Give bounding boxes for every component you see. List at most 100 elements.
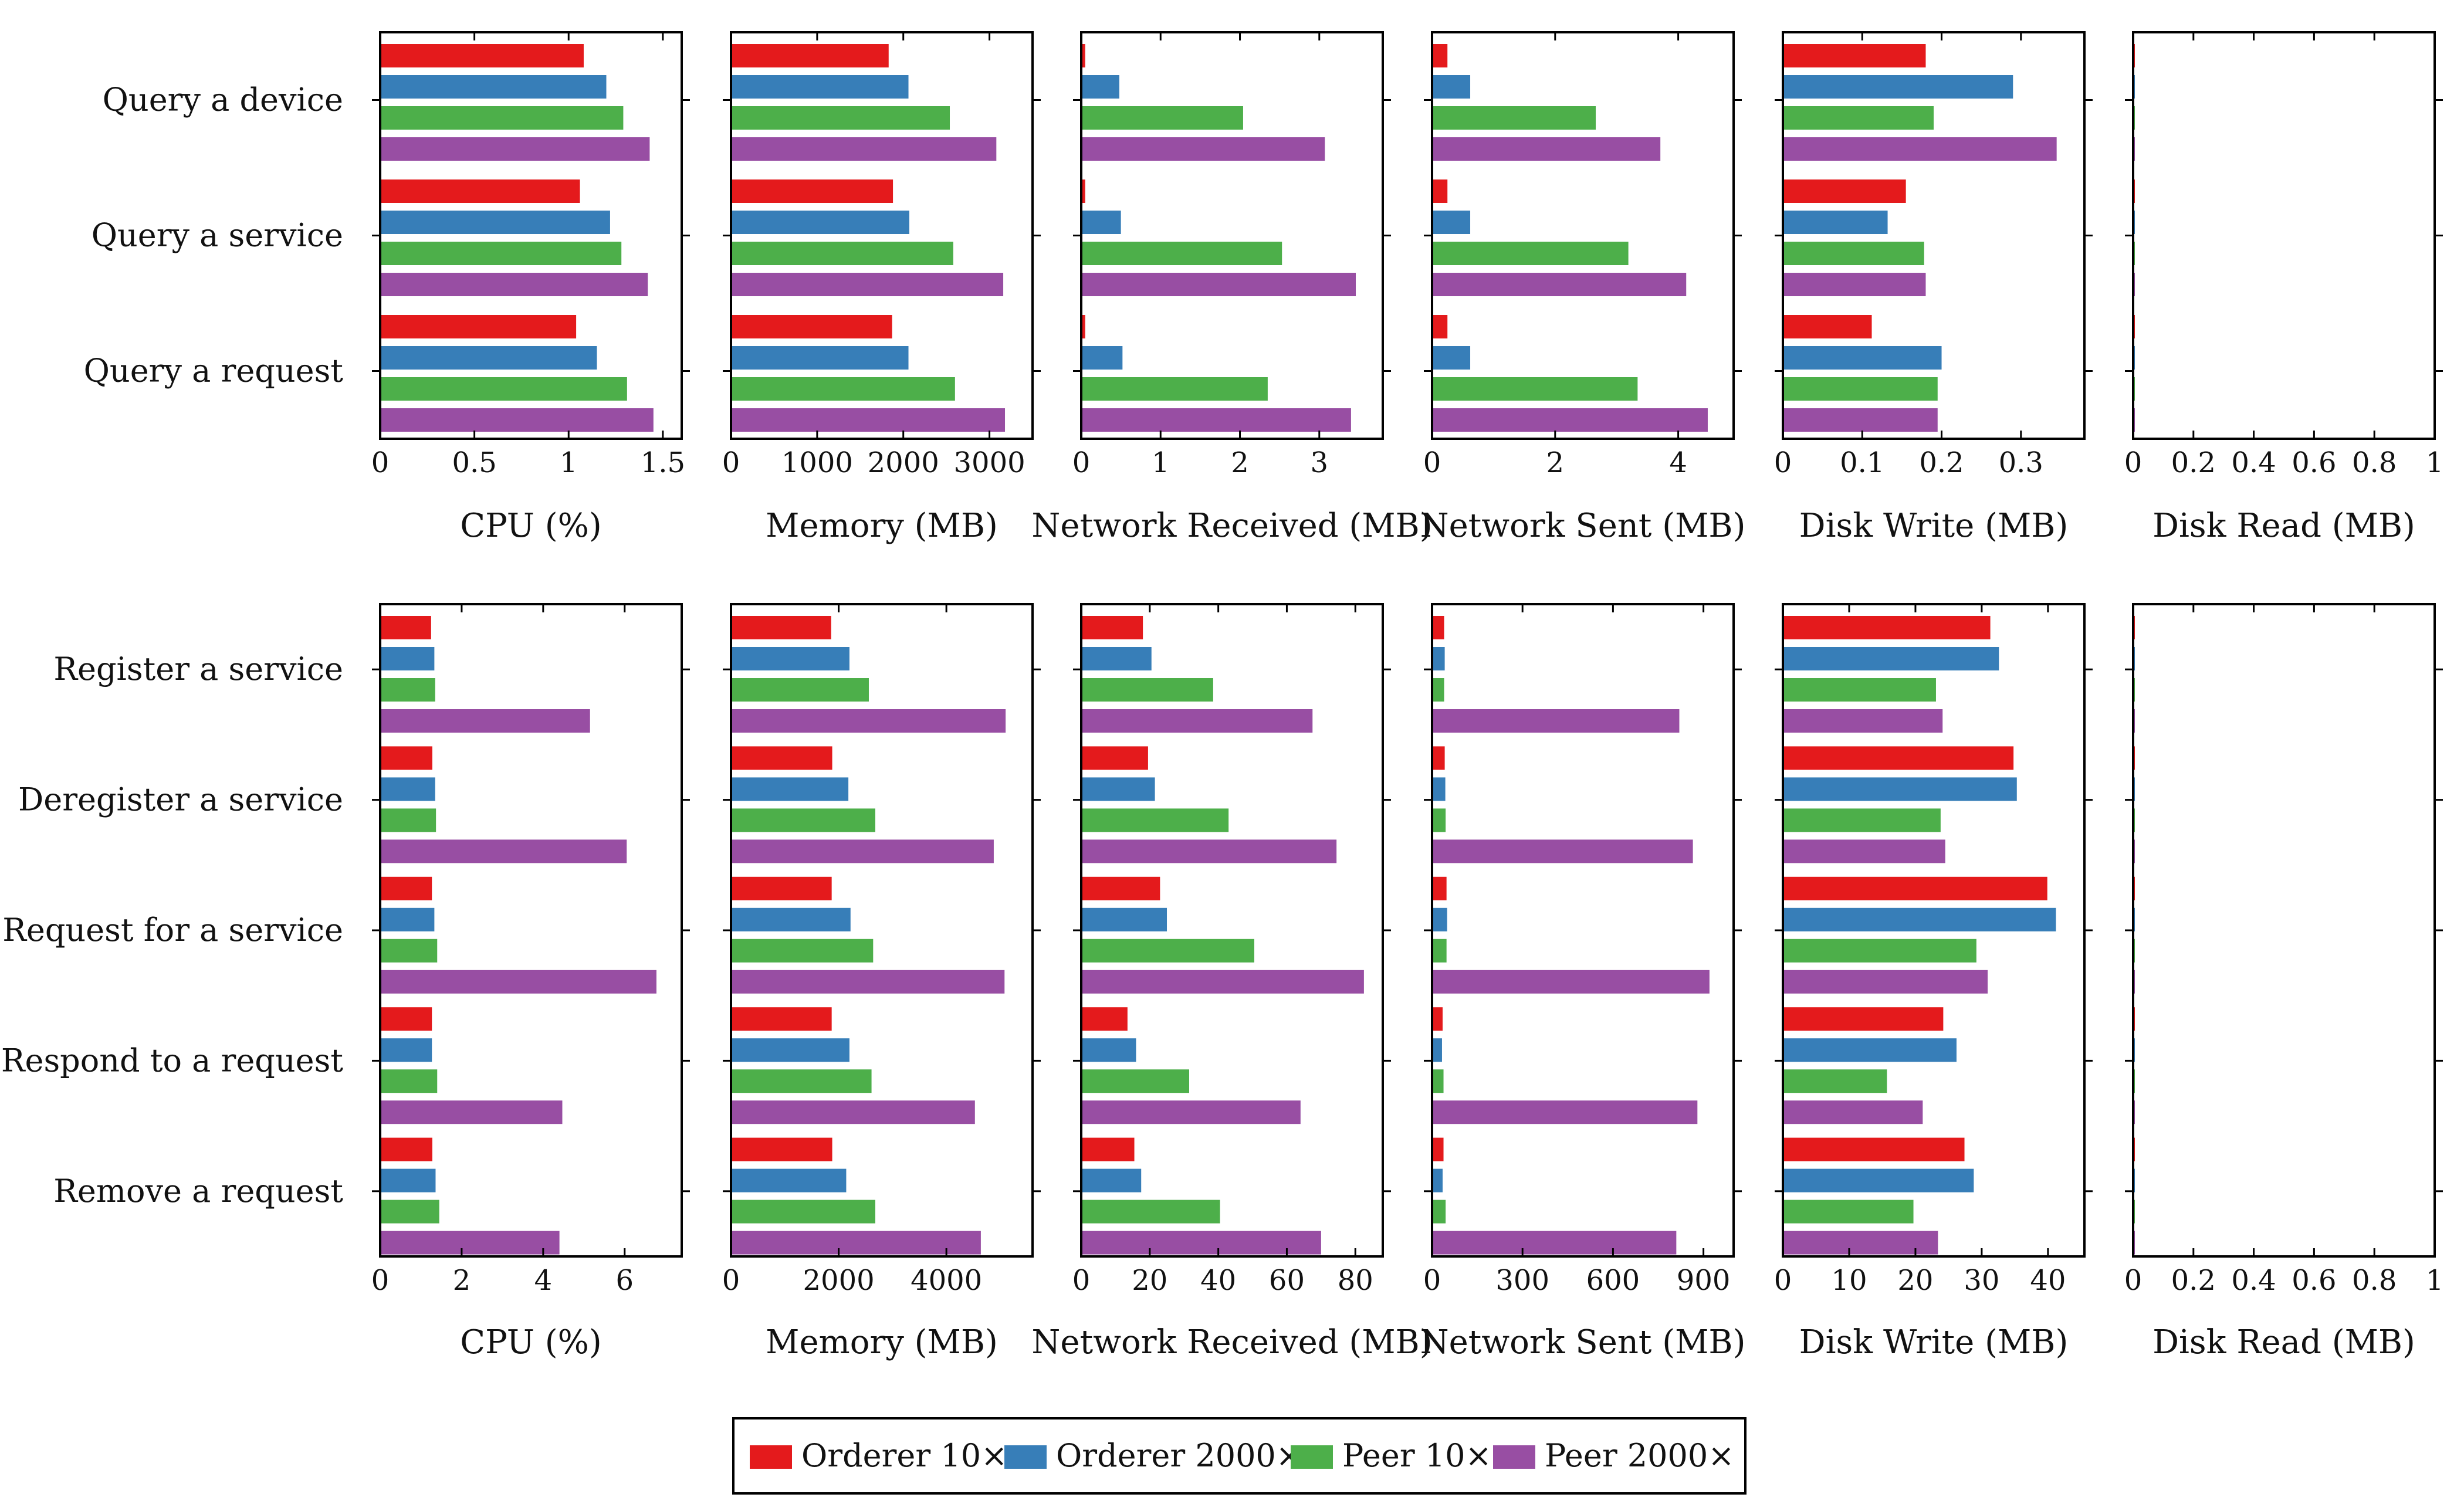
chart2-cpu-bar-request-for-a-service-peer-2000x (380, 970, 656, 994)
chart1-disk-write-mb-tick-label: 0.3 (1999, 446, 2043, 479)
chart1-cpu-tick-label: 1 (560, 446, 578, 479)
chart2-cpu-bar-deregister-a-service-peer-10x (380, 808, 436, 832)
chart1-network-received-mb-bar-query-a-device-peer-2000x (1081, 137, 1325, 161)
chart2-disk-write-mb-bar-respond-to-a-request-orderer-2000x (1783, 1038, 1957, 1062)
chart2-network-received-mb-bar-register-a-service-peer-10x (1081, 678, 1213, 702)
chart1-memory-mb-bar-query-a-device-orderer-10x (731, 44, 889, 67)
chart2-cpu-frame (379, 603, 683, 1258)
legend-label-peer-2000x: Peer 2000× (1545, 1437, 1734, 1474)
chart1-memory-mb-bar-query-a-service-orderer-10x (731, 179, 893, 203)
chart1-network-received-mb-tick-label: 0 (1072, 446, 1091, 479)
chart2-cpu-bar-remove-a-request-peer-10x (380, 1200, 439, 1224)
chart1-cpu-bar-query-a-request-peer-10x (380, 377, 627, 401)
chart2-memory-mb-bar-deregister-a-service-orderer-2000x (731, 777, 849, 801)
chart1-cpu-bar-query-a-device-orderer-2000x (380, 75, 607, 99)
chart2-cpu-bar-respond-to-a-request-orderer-2000x (380, 1038, 432, 1062)
chart2-network-received-mb-frame (1080, 603, 1384, 1258)
chart1-disk-read-mb-tick-label: 0.8 (2352, 446, 2397, 479)
chart1-network-received-mb-frame (1080, 31, 1384, 440)
chart2-network-received-mb-bar-remove-a-request-orderer-10x (1081, 1137, 1135, 1161)
category-label-remove-a-request: Remove a request (53, 1173, 343, 1210)
chart1-cpu-bar-query-a-device-peer-2000x (380, 137, 650, 161)
chart2-memory-mb-bar-respond-to-a-request-orderer-10x (731, 1007, 832, 1031)
category-label-request-for-a-service: Request for a service (2, 912, 343, 948)
chart1-disk-write-mb-bar-query-a-request-orderer-10x (1783, 315, 1872, 338)
chart2-network-sent-mb-bar-deregister-a-service-orderer-10x (1432, 746, 1445, 770)
category-label-query-a-device: Query a device (103, 82, 343, 118)
chart1-disk-write-mb-bar-query-a-service-orderer-2000x (1783, 211, 1888, 234)
chart1-network-received-mb-bar-query-a-device-orderer-2000x (1081, 75, 1119, 99)
chart2-disk-write-mb-bar-register-a-service-orderer-10x (1783, 616, 1991, 639)
chart1-memory-mb-tick-label: 3000 (953, 446, 1025, 479)
chart2-cpu-tick-label: 2 (453, 1264, 471, 1297)
category-label-respond-to-a-request: Respond to a request (1, 1042, 343, 1079)
chart1-disk-write-mb-axis-title: Disk Write (MB) (1799, 507, 2069, 545)
chart1-memory-mb-bar-query-a-request-peer-10x (731, 377, 955, 401)
chart2-memory-mb-bar-respond-to-a-request-orderer-2000x (731, 1038, 849, 1062)
chart2-cpu-bar-remove-a-request-peer-2000x (380, 1231, 560, 1255)
chart2-network-received-mb-bar-deregister-a-service-orderer-2000x (1081, 777, 1155, 801)
chart2-memory-mb-tick-label: 4000 (911, 1264, 982, 1297)
chart1-disk-read-mb-panel: 0 0.2 0.4 0.6 0.8 1 Disk Read (MB) (2124, 31, 2443, 545)
chart2-memory-mb-bar-register-a-service-orderer-10x (731, 616, 831, 639)
chart1-network-received-mb-bar-query-a-request-orderer-2000x (1081, 346, 1123, 370)
category-label-query-a-service: Query a service (92, 217, 343, 254)
category-label-register-a-service: Register a service (53, 651, 343, 687)
chart1-disk-write-mb-tick-label: 0.1 (1840, 446, 1884, 479)
chart1-network-received-mb-bar-query-a-request-peer-2000x (1081, 408, 1351, 432)
chart1-cpu-frame (379, 31, 683, 440)
chart2-memory-mb-bar-request-for-a-service-orderer-10x (731, 876, 832, 900)
chart2-network-received-mb-bar-remove-a-request-peer-2000x (1081, 1231, 1321, 1255)
chart1-cpu-axis-title: CPU (%) (460, 507, 601, 545)
chart1-disk-write-mb-bar-query-a-service-peer-10x (1783, 242, 1924, 265)
chart2-disk-write-mb-tick-label: 30 (1964, 1264, 1999, 1297)
chart2-cpu-panel: 0 2 4 6 CPU (%) (371, 603, 690, 1361)
chart1-network-sent-mb-tick-label: 2 (1546, 446, 1565, 479)
chart2-network-received-mb-axis-title: Network Received (MB) (1031, 1323, 1432, 1361)
chart1-cpu-bar-query-a-request-orderer-10x (380, 315, 577, 338)
chart1-network-sent-mb-tick-label: 0 (1423, 446, 1441, 479)
chart1-cpu-tick-label: 1.5 (641, 446, 685, 479)
chart2-disk-read-mb-tick-label: 0.2 (2171, 1264, 2216, 1297)
chart1-network-sent-mb-bar-query-a-device-peer-2000x (1432, 137, 1661, 161)
chart2-network-received-mb-tick-label: 20 (1132, 1264, 1167, 1297)
category-label-query-a-request: Query a request (84, 353, 344, 389)
chart2-memory-mb-bar-remove-a-request-orderer-2000x (731, 1168, 847, 1192)
chart1-memory-mb-bar-query-a-service-orderer-2000x (731, 211, 909, 234)
chart1-disk-write-mb-frame (1782, 31, 2086, 440)
legend-swatch-peer-2000x (1493, 1445, 1535, 1469)
chart2-memory-mb-bar-deregister-a-service-peer-10x (731, 808, 875, 832)
chart1-disk-read-mb-tick-label: 0.4 (2231, 446, 2276, 479)
chart2-cpu-bar-respond-to-a-request-peer-10x (380, 1069, 438, 1093)
chart1-network-received-mb-tick-label: 3 (1311, 446, 1329, 479)
chart1-network-received-mb-tick-label: 1 (1152, 446, 1170, 479)
chart2-cpu-bar-register-a-service-peer-2000x (380, 709, 590, 733)
chart2-disk-write-mb-bar-request-for-a-service-orderer-10x (1783, 876, 2047, 900)
chart2-disk-write-mb-bar-request-for-a-service-orderer-2000x (1783, 907, 2056, 931)
chart2-cpu-bar-request-for-a-service-orderer-2000x (380, 907, 435, 931)
chart2-disk-write-mb-bar-register-a-service-peer-2000x (1783, 709, 1943, 733)
chart2-network-received-mb-bar-respond-to-a-request-orderer-2000x (1081, 1038, 1136, 1062)
chart2-network-sent-mb-bar-remove-a-request-orderer-2000x (1432, 1168, 1443, 1192)
chart2-memory-mb-bar-deregister-a-service-orderer-10x (731, 746, 832, 770)
chart2-memory-mb-panel: 0 2000 4000 Memory (MB) (722, 603, 1041, 1361)
legend: Orderer 10× Orderer 2000× Peer 10× Peer … (732, 1417, 1747, 1495)
chart2-network-sent-mb-tick-label: 0 (1423, 1264, 1441, 1297)
chart2-network-sent-mb-bar-respond-to-a-request-peer-2000x (1432, 1100, 1698, 1124)
chart2-network-sent-mb-tick-label: 600 (1586, 1264, 1640, 1297)
chart2-disk-write-mb-bar-respond-to-a-request-peer-2000x (1783, 1100, 1923, 1124)
chart2-network-received-mb-bar-request-for-a-service-orderer-10x (1081, 876, 1160, 900)
chart2-cpu-tick-label: 6 (615, 1264, 634, 1297)
legend-swatch-peer-10x (1291, 1445, 1333, 1469)
chart2-network-received-mb-tick-label: 0 (1072, 1264, 1091, 1297)
chart1-memory-mb-axis-title: Memory (MB) (766, 507, 998, 545)
chart1-memory-mb-frame (730, 31, 1034, 440)
chart1-memory-mb-bar-query-a-service-peer-2000x (731, 273, 1004, 296)
chart2-disk-read-mb-panel: 0 0.2 0.4 0.6 0.8 1 Disk Read (MB) (2124, 603, 2443, 1361)
chart2-memory-mb-bar-remove-a-request-orderer-10x (731, 1137, 832, 1161)
chart2-cpu-bar-deregister-a-service-orderer-2000x (380, 777, 435, 801)
chart2-network-received-mb-bar-register-a-service-peer-2000x (1081, 709, 1313, 733)
chart1-memory-mb-bar-query-a-request-orderer-10x (731, 315, 892, 338)
chart2-disk-write-mb-tick-label: 40 (2030, 1264, 2066, 1297)
chart2-network-received-mb-bar-request-for-a-service-peer-2000x (1081, 970, 1364, 994)
